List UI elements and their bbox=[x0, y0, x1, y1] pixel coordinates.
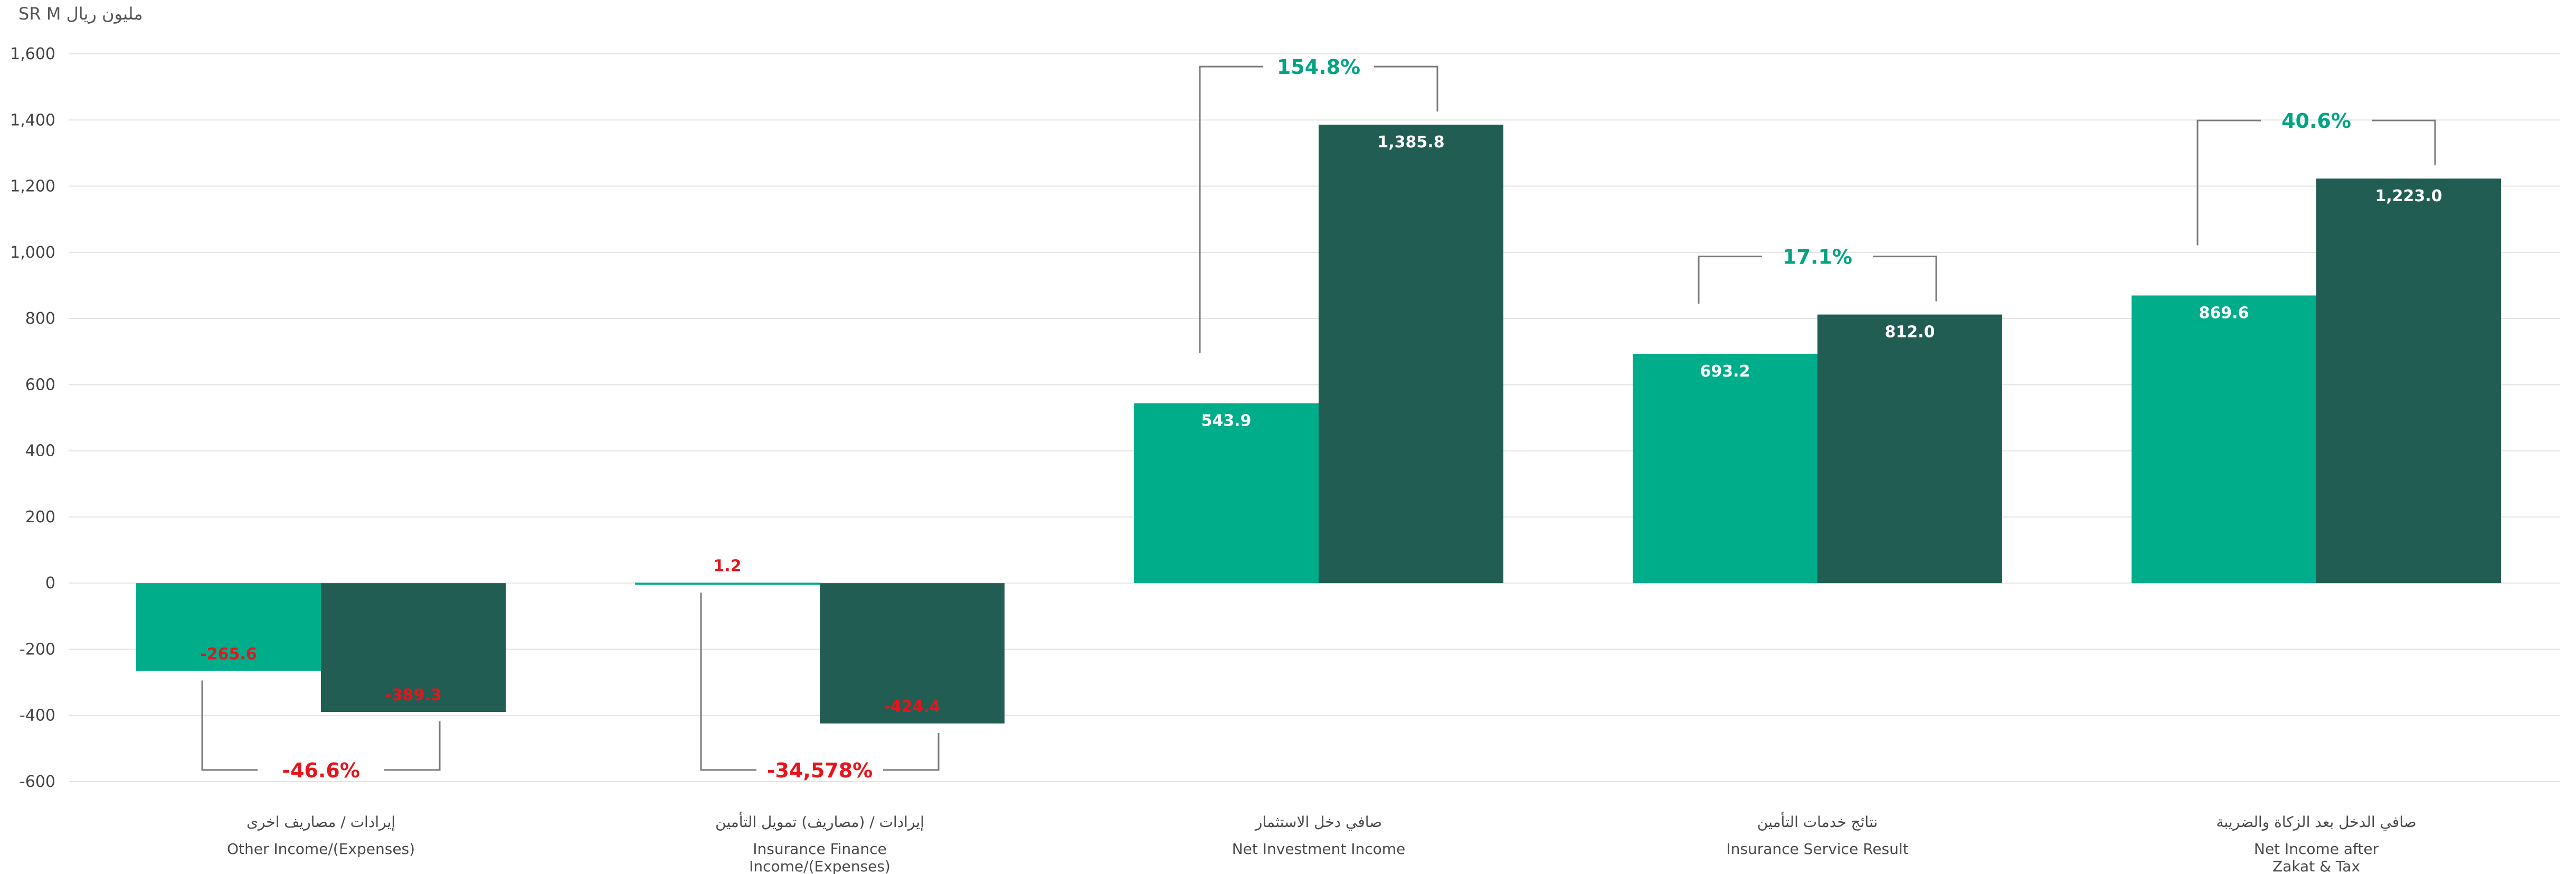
category-label-ar: نتائج خدمات التأمين bbox=[1757, 811, 1878, 831]
change-bracket-left bbox=[2196, 119, 2261, 246]
category-label-en: Insurance Finance bbox=[753, 840, 886, 858]
change-bracket-left bbox=[1698, 256, 1762, 304]
category-label-en: Insurance Service Result bbox=[1726, 840, 1908, 858]
change-bracket-left bbox=[1199, 65, 1263, 353]
bar-series-a bbox=[136, 583, 321, 671]
value-label-series-a: 543.9 bbox=[1201, 412, 1252, 430]
y-tick-label: 200 bbox=[25, 508, 55, 527]
bar-series-b bbox=[321, 583, 506, 712]
change-bracket-right bbox=[2372, 119, 2436, 166]
value-label-series-b: -389.3 bbox=[385, 686, 441, 704]
bar-series-b bbox=[820, 583, 1005, 724]
category-label-en: Other Income/(Expenses) bbox=[227, 840, 415, 858]
change-bracket-right bbox=[384, 721, 441, 771]
y-tick-label: 400 bbox=[25, 442, 55, 461]
change-percent: 154.8% bbox=[1277, 55, 1360, 79]
y-tick-label: 1,200 bbox=[10, 177, 55, 196]
value-label-series-b: -424.4 bbox=[884, 698, 940, 716]
y-tick-label: 1,400 bbox=[10, 111, 55, 129]
value-label-series-b: 1,385.8 bbox=[1377, 133, 1444, 152]
category-label-en: Income/(Expenses) bbox=[749, 858, 891, 874]
change-bracket-right bbox=[1374, 65, 1438, 112]
change-percent: 40.6% bbox=[2281, 109, 2351, 133]
change-bracket-left bbox=[700, 593, 756, 771]
category-label-en: Net Income after bbox=[2254, 840, 2379, 858]
category-labels: إيرادات / مصاريف اخرى Other Income/(Expen… bbox=[227, 811, 2417, 874]
change-bracket-left bbox=[201, 680, 258, 771]
unit-label: SR M مليون ريال bbox=[18, 4, 143, 24]
value-label-series-a: -265.6 bbox=[200, 645, 257, 664]
bar-series-a bbox=[2132, 295, 2316, 584]
value-labels: -265.6 -389.3 1.2 -424.4 543.9 1,385.8 693.2 81… bbox=[200, 133, 2442, 716]
value-label-series-b: 1,223.0 bbox=[2375, 187, 2442, 205]
change-percent: -34,578% bbox=[767, 759, 873, 782]
y-tick-label: 0 bbox=[45, 574, 55, 593]
change-percent: 17.1% bbox=[1783, 246, 1852, 269]
category-label-en: Net Investment Income bbox=[1232, 840, 1406, 858]
bar-series-b bbox=[1319, 125, 1503, 584]
category-label-en: Zakat & Tax bbox=[2272, 858, 2360, 874]
category-label-ar: صافي الدخل بعد الزكاة والضريبة bbox=[2216, 813, 2416, 831]
change-bracket-right bbox=[883, 733, 940, 771]
category-label-ar: إيرادات / (مصاريف) تمويل التأمين bbox=[715, 811, 924, 831]
y-tick-label: 600 bbox=[25, 375, 55, 394]
y-tick-label: -400 bbox=[20, 707, 55, 725]
category-label-ar: صافي دخل الاستثمار bbox=[1254, 813, 1382, 831]
y-tick-label: 800 bbox=[25, 309, 55, 328]
change-percent: -46.6% bbox=[282, 759, 360, 782]
bars bbox=[136, 125, 2501, 724]
y-tick-label: 1,000 bbox=[10, 243, 55, 262]
bar-series-b bbox=[1817, 314, 2002, 584]
value-label-series-b: 812.0 bbox=[1885, 323, 1935, 342]
category-label-ar: إيرادات / مصاريف اخرى bbox=[247, 813, 395, 831]
change-bracket-right bbox=[1873, 256, 1937, 302]
y-tick-label: 1,600 bbox=[10, 45, 55, 63]
value-label-series-a: 1.2 bbox=[713, 557, 741, 575]
change-brackets: -46.6% -34,578% 154.8% 17.1% 40.6% bbox=[201, 55, 2436, 782]
bar-series-a bbox=[1633, 353, 1817, 584]
value-label-series-a: 869.6 bbox=[2199, 304, 2249, 322]
y-tick-label: -600 bbox=[20, 773, 55, 791]
bar-series-a bbox=[1134, 403, 1319, 584]
bar-series-a bbox=[635, 582, 820, 585]
y-tick-label: -200 bbox=[20, 640, 55, 659]
bar-series-b bbox=[2316, 178, 2501, 584]
value-label-series-a: 693.2 bbox=[1700, 362, 1750, 381]
